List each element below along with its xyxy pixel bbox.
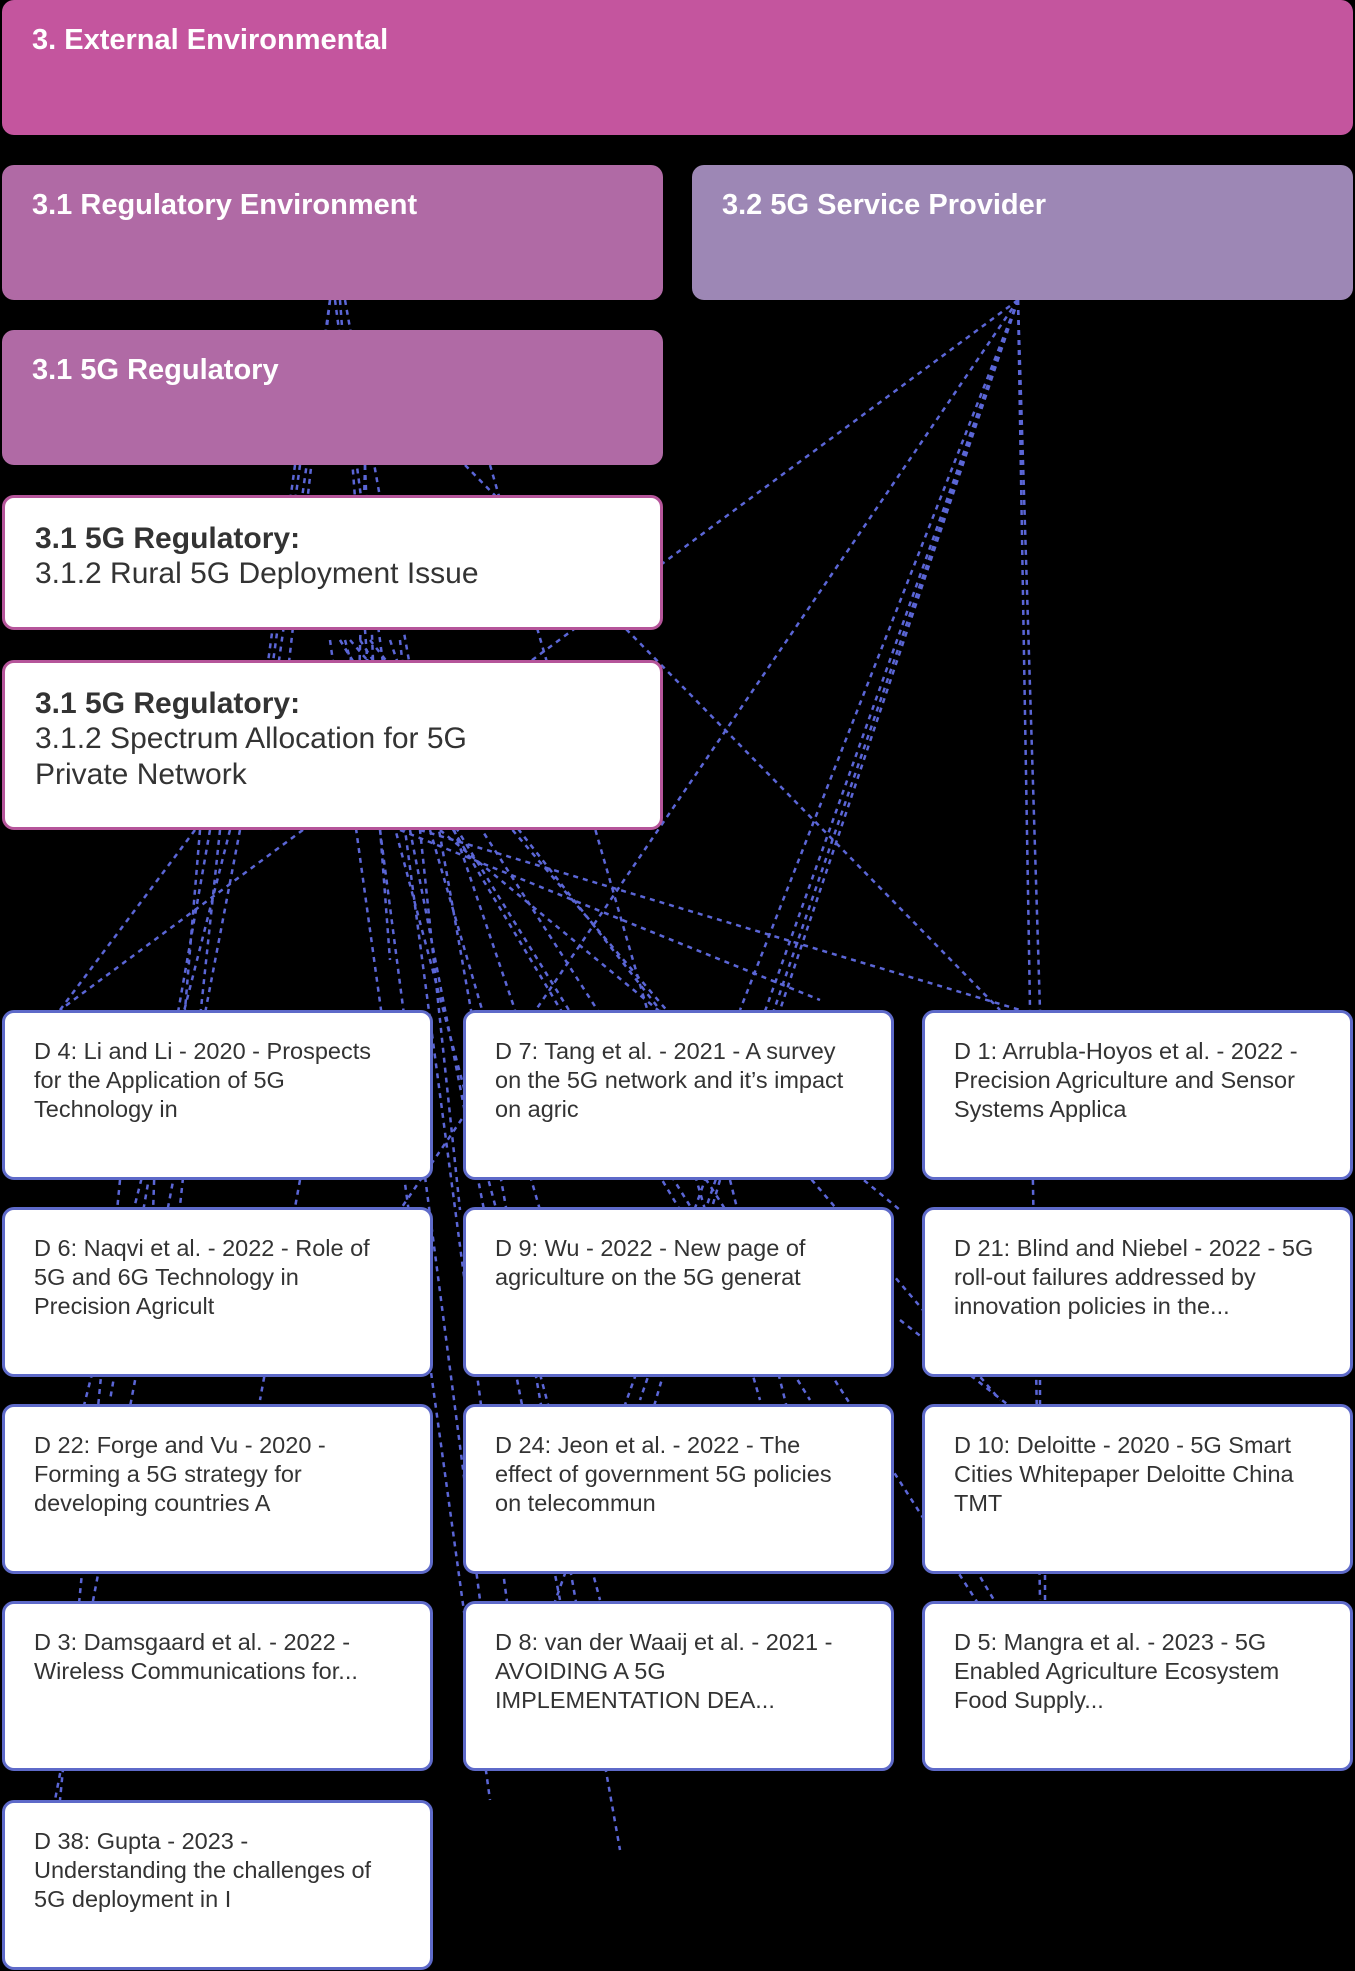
- connection-line: [183, 829, 202, 1011]
- category-regulatory-environment[interactable]: 3.1 Regulatory Environment: [2, 165, 663, 300]
- document-card-d4[interactable]: D 4: Li and Li - 2020 - Prospects for th…: [2, 1010, 433, 1180]
- document-card-d21[interactable]: D 21: Blind and Niebel - 2022 - 5G roll-…: [922, 1207, 1353, 1377]
- document-label: D 3: Damsgaard et al. - 2022 - Wireless …: [34, 1629, 358, 1684]
- connection-line: [464, 464, 1001, 1011]
- category-label: 3.1 5G Regulatory: [32, 354, 279, 386]
- connection-line: [399, 828, 821, 1002]
- document-label: D 21: Blind and Niebel - 2022 - 5G roll-…: [954, 1235, 1314, 1319]
- topic-rural-5g-deployment[interactable]: 3.1 5G Regulatory: 3.1.2 Rural 5G Deploy…: [2, 495, 663, 630]
- category-label: 3. External Environmental: [32, 24, 389, 56]
- document-label: D 38: Gupta - 2023 - Understanding the c…: [34, 1828, 372, 1912]
- document-label: D 6: Naqvi et al. - 2022 - Role of 5G an…: [34, 1235, 370, 1319]
- document-card-d38[interactable]: D 38: Gupta - 2023 - Understanding the c…: [2, 1800, 433, 1970]
- document-card-d6[interactable]: D 6: Naqvi et al. - 2022 - Role of 5G an…: [2, 1207, 433, 1377]
- document-label: D 7: Tang et al. - 2021 - A survey on th…: [495, 1038, 844, 1122]
- category-label: 3.1 Regulatory Environment: [32, 189, 418, 221]
- topic-spectrum-allocation[interactable]: 3.1 5G Regulatory: 3.1.2 Spectrum Alloca…: [2, 660, 663, 830]
- document-card-d7[interactable]: D 7: Tang et al. - 2021 - A survey on th…: [463, 1010, 894, 1180]
- connection-line: [738, 299, 1020, 1011]
- document-card-d22[interactable]: D 22: Forge and Vu - 2020 - Forming a 5G…: [2, 1404, 433, 1574]
- document-card-d3[interactable]: D 3: Damsgaard et al. - 2022 - Wireless …: [2, 1601, 433, 1771]
- document-label: D 4: Li and Li - 2020 - Prospects for th…: [34, 1038, 372, 1122]
- topic-subtitle: 3.1.2 Spectrum Allocation for 5G Private…: [35, 722, 467, 791]
- document-card-d5[interactable]: D 5: Mangra et al. - 2023 - 5G Enabled A…: [922, 1601, 1353, 1771]
- document-card-d24[interactable]: D 24: Jeon et al. - 2022 - The effect of…: [463, 1404, 894, 1574]
- document-label: D 1: Arrubla-Hoyos et al. - 2022 - Preci…: [954, 1038, 1298, 1122]
- document-card-d10[interactable]: D 10: Deloitte - 2020 - 5G Smart Cities …: [922, 1404, 1353, 1574]
- connection-line: [1016, 299, 1042, 1601]
- document-label: D 9: Wu - 2022 - New page of agriculture…: [495, 1235, 806, 1290]
- topic-heading: 3.1 5G Regulatory:: [35, 687, 301, 720]
- topic-heading: 3.1 5G Regulatory:: [35, 522, 301, 555]
- category-external-environmental[interactable]: 3. External Environmental: [2, 0, 1353, 135]
- connection-line: [419, 828, 1021, 1012]
- category-5g-service-provider[interactable]: 3.2 5G Service Provider: [692, 165, 1353, 300]
- document-label: D 24: Jeon et al. - 2022 - The effect of…: [495, 1432, 832, 1516]
- connection-line: [518, 299, 1020, 1701]
- category-5g-regulatory[interactable]: 3.1 5G Regulatory: [2, 330, 663, 465]
- category-label: 3.2 5G Service Provider: [722, 189, 1047, 221]
- connection-line: [638, 299, 1020, 1401]
- document-card-d1[interactable]: D 1: Arrubla-Hoyos et al. - 2022 - Preci…: [922, 1010, 1353, 1180]
- document-label: D 8: van der Waaij et al. - 2021 - AVOID…: [495, 1629, 833, 1713]
- document-card-d8[interactable]: D 8: van der Waaij et al. - 2021 - AVOID…: [463, 1601, 894, 1771]
- connection-line: [1016, 299, 1042, 1011]
- connection-line: [59, 298, 1019, 1012]
- document-card-d9[interactable]: D 9: Wu - 2022 - New page of agriculture…: [463, 1207, 894, 1377]
- document-label: D 5: Mangra et al. - 2023 - 5G Enabled A…: [954, 1629, 1280, 1713]
- connection-line: [778, 299, 1020, 1011]
- connection-line: [398, 299, 1020, 1211]
- connection-line: [369, 639, 661, 1011]
- topic-subtitle: 3.1.2 Rural 5G Deployment Issue: [35, 557, 479, 590]
- connection-line: [59, 829, 196, 1011]
- document-label: D 10: Deloitte - 2020 - 5G Smart Cities …: [954, 1432, 1294, 1516]
- document-label: D 22: Forge and Vu - 2020 - Forming a 5G…: [34, 1432, 326, 1516]
